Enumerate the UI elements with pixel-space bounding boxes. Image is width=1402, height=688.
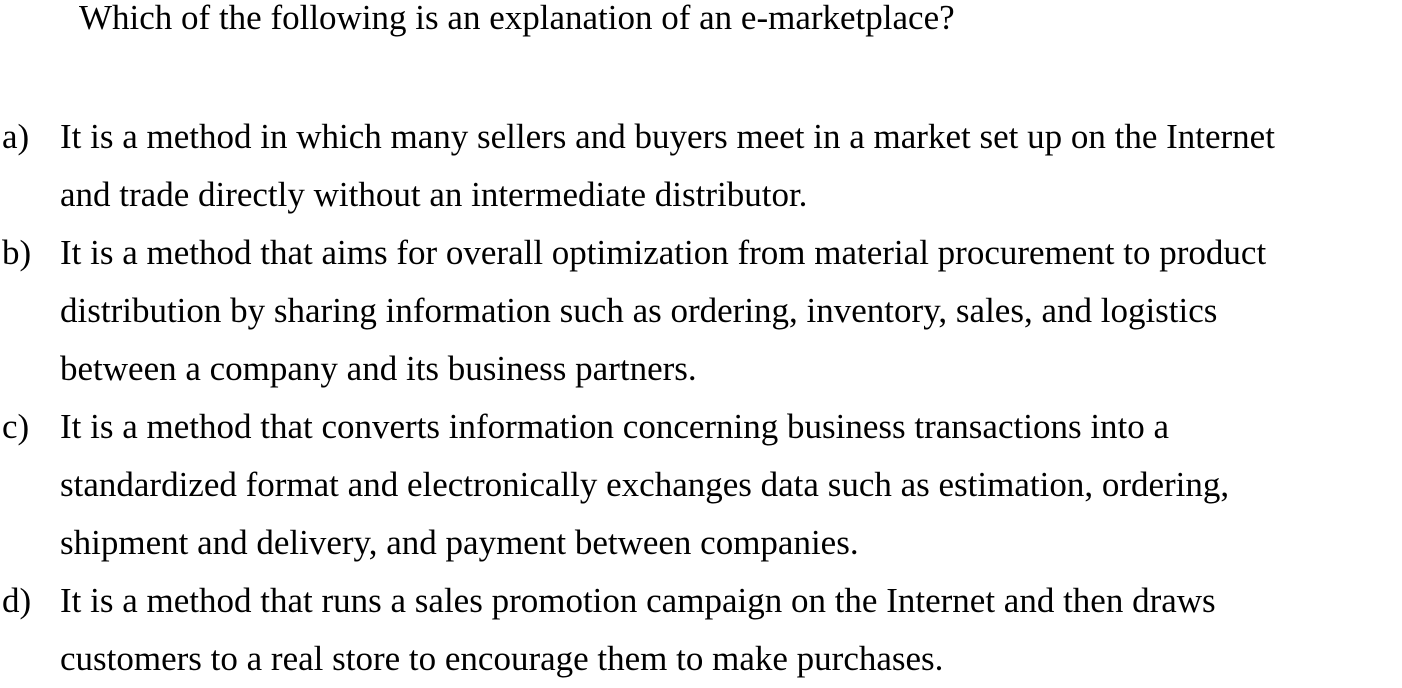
option-b-line-3: between a company and its business partn… <box>60 349 697 388</box>
option-a[interactable]: a) It is a method in which many sellers … <box>0 108 1402 224</box>
option-a-line-1: It is a method in which many sellers and… <box>60 117 1275 156</box>
option-c-line-3: shipment and delivery, and payment betwe… <box>60 523 859 562</box>
option-c-text: It is a method that converts information… <box>60 398 1402 572</box>
option-d-text: It is a method that runs a sales promoti… <box>60 572 1402 688</box>
option-d-line-1: It is a method that runs a sales promoti… <box>60 581 1216 620</box>
answer-options: a) It is a method in which many sellers … <box>0 108 1402 688</box>
option-b[interactable]: b) It is a method that aims for overall … <box>0 224 1402 398</box>
option-c-line-1: It is a method that converts information… <box>60 407 1170 446</box>
option-d[interactable]: d) It is a method that runs a sales prom… <box>0 572 1402 688</box>
option-c[interactable]: c) It is a method that converts informat… <box>0 398 1402 572</box>
question-text: Which of the following is an explanation… <box>79 0 955 37</box>
option-b-letter: b) <box>2 233 32 272</box>
option-a-letter: a) <box>2 117 30 156</box>
option-d-line-2: customers to a real store to encourage t… <box>60 639 944 678</box>
option-b-line-1: It is a method that aims for overall opt… <box>60 233 1267 272</box>
option-b-line-2: distribution by sharing information such… <box>60 291 1218 330</box>
option-c-letter: c) <box>2 407 30 446</box>
option-d-letter: d) <box>2 581 32 620</box>
option-a-text: It is a method in which many sellers and… <box>60 108 1402 224</box>
option-c-line-2: standardized format and electronically e… <box>60 465 1230 504</box>
option-a-line-2: and trade directly without an intermedia… <box>60 175 808 214</box>
option-b-text: It is a method that aims for overall opt… <box>60 224 1402 398</box>
